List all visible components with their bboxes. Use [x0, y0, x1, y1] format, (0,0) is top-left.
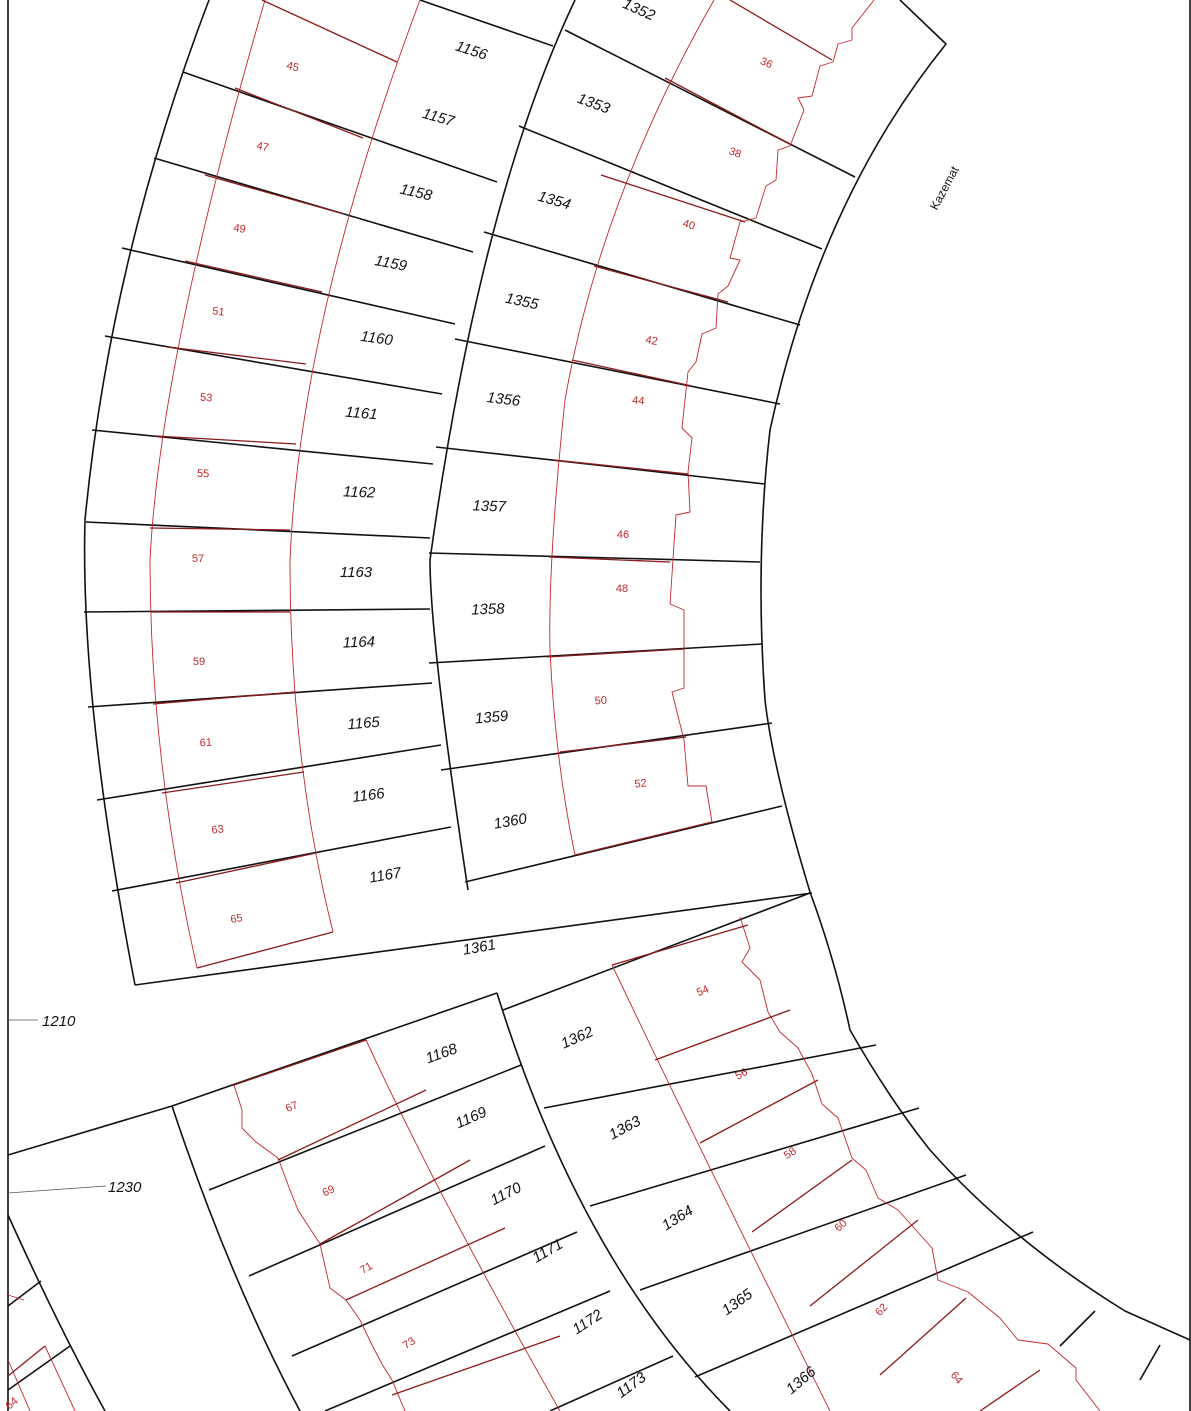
parcel-label-1160: 1160 [359, 328, 394, 349]
sub-label-54: 54 [695, 983, 711, 999]
parcel-label-1167: 1167 [368, 864, 403, 886]
parcel-label-1163: 1163 [340, 564, 373, 581]
sub-label-51: 51 [212, 305, 226, 318]
sub-label-52: 52 [634, 777, 647, 790]
parcel-label-1161: 1161 [345, 404, 379, 424]
upper-parcel-lines [83, 0, 1191, 1341]
parcel-label-1361: 1361 [461, 936, 497, 959]
sub-label-57: 57 [192, 553, 204, 565]
leader-lines [7, 1019, 107, 1194]
parcel-label-1210: 1210 [42, 1013, 76, 1030]
sub-label-36: 36 [758, 55, 774, 71]
parcel-label-1166: 1166 [351, 785, 386, 806]
parcel-label-1357: 1357 [472, 497, 507, 515]
sub-label-71: 71 [358, 1260, 375, 1277]
sub-label-73: 73 [401, 1335, 418, 1352]
map-frame-border [7, 0, 1191, 1411]
sub-label-56: 56 [733, 1066, 749, 1082]
sub-label-40: 40 [681, 218, 696, 233]
sub-label-44: 44 [632, 394, 645, 407]
lower-sub-parcel-lines [7, 916, 1101, 1411]
parcel-label-1355: 1355 [504, 290, 541, 314]
parcel-label-1356: 1356 [486, 389, 522, 410]
sub-label-49: 49 [232, 222, 246, 236]
parcel-label-1359: 1359 [474, 708, 509, 728]
parcel-label-1158: 1158 [398, 181, 434, 205]
sub-label-47: 47 [255, 140, 269, 154]
sub-label-58: 58 [782, 1145, 799, 1162]
sub-label-63: 63 [211, 823, 224, 836]
upper-sub-parcel-lines [149, 0, 875, 969]
sub-label-46: 46 [617, 529, 629, 541]
sub-label-38: 38 [727, 145, 743, 160]
parcel-label-1230: 1230 [108, 1179, 142, 1196]
parcel-label-1358: 1358 [471, 600, 506, 618]
sub-label-48: 48 [616, 583, 628, 595]
sub-label-61: 61 [199, 737, 212, 750]
sub-label-53: 53 [200, 392, 213, 405]
sub-label-55: 55 [197, 468, 210, 480]
sub-label-65: 65 [230, 912, 244, 926]
sub-label-42: 42 [644, 334, 658, 348]
parcel-label-1159: 1159 [373, 252, 409, 275]
sub-label-50: 50 [594, 695, 607, 708]
parcel-label-1164: 1164 [342, 633, 375, 651]
parcel-label-1165: 1165 [347, 714, 381, 734]
sub-label-59: 59 [193, 656, 205, 668]
parcel-label-1360: 1360 [492, 810, 528, 833]
sub-label-69: 69 [321, 1183, 337, 1199]
sub-label-67: 67 [284, 1099, 300, 1115]
parcel-label-1162: 1162 [343, 483, 376, 501]
sub-label-45: 45 [285, 60, 300, 75]
